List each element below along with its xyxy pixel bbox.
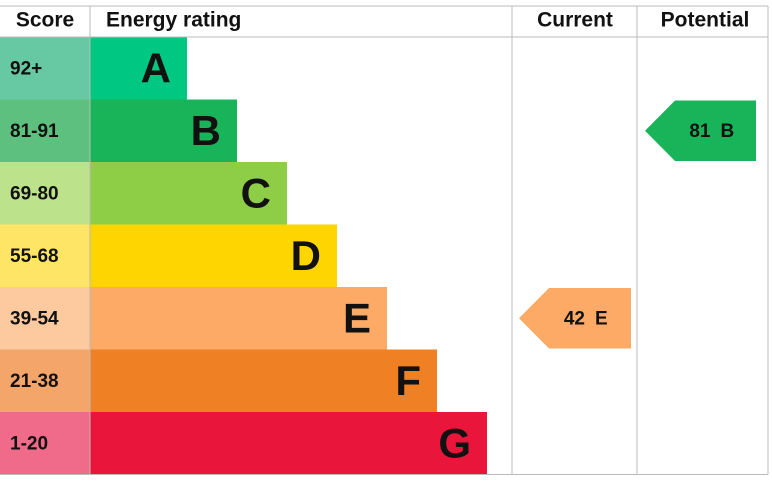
score-label: 55-68 — [10, 246, 59, 267]
score-label: 92+ — [10, 58, 42, 79]
rating-bar — [90, 99, 237, 162]
current-value: 42 — [564, 308, 585, 329]
rating-bar — [90, 162, 287, 225]
rating-letter: E — [343, 294, 371, 341]
current-rating: E — [595, 308, 608, 329]
potential-rating: B — [721, 121, 735, 142]
score-label: 21-38 — [10, 371, 59, 392]
score-label: 1-20 — [10, 433, 48, 454]
rating-letter: A — [141, 44, 171, 91]
score-cell — [0, 99, 90, 162]
header-score: Score — [16, 9, 74, 32]
rating-bar — [90, 412, 487, 475]
score-label: 69-80 — [10, 183, 59, 204]
rating-letter: F — [395, 357, 421, 404]
rating-letter: B — [191, 107, 221, 154]
rating-letter: G — [438, 419, 471, 466]
score-label: 81-91 — [10, 121, 59, 142]
score-cell — [0, 349, 90, 412]
score-cell — [0, 162, 90, 225]
rating-bar — [90, 287, 387, 350]
rating-letter: C — [241, 169, 271, 216]
potential-arrow — [645, 100, 756, 161]
score-cell — [0, 412, 90, 475]
rating-bar — [90, 349, 437, 412]
rating-bar — [90, 37, 187, 100]
rating-letter: D — [291, 232, 321, 279]
header-rating: Energy rating — [106, 9, 241, 32]
potential-value: 81 — [689, 121, 711, 142]
score-label: 39-54 — [10, 308, 59, 329]
score-cell — [0, 37, 90, 100]
score-cell — [0, 287, 90, 350]
rating-bar — [90, 224, 337, 287]
current-arrow — [519, 288, 631, 349]
score-cell — [0, 224, 90, 287]
header-current: Current — [537, 9, 613, 32]
header-potential: Potential — [661, 9, 750, 32]
